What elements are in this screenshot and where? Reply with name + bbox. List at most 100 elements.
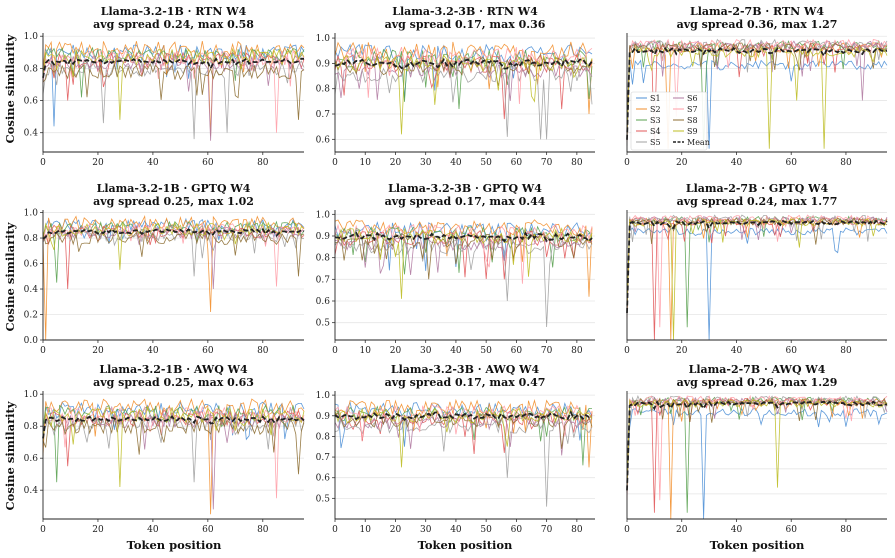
x-tick-label: 60 xyxy=(202,525,214,535)
x-tick-label: 20 xyxy=(676,525,688,535)
x-tick-label: 20 xyxy=(390,158,402,168)
series-line-mean xyxy=(42,57,305,78)
x-tick-label: 60 xyxy=(511,346,523,356)
y-tick-label: 0.0 xyxy=(24,336,39,346)
x-tick-label: 40 xyxy=(147,525,159,535)
x-tick-label: 50 xyxy=(480,158,492,168)
y-tick-label: 1.0 xyxy=(316,391,331,401)
legend-box xyxy=(630,91,708,151)
series-line-s1 xyxy=(626,227,888,341)
x-tick-label: 20 xyxy=(92,525,104,535)
y-tick-label: 0.5 xyxy=(316,494,331,504)
series-line-s1 xyxy=(626,408,888,520)
series-line-s2 xyxy=(334,219,593,297)
y-axis-label-row-1: Cosine similarity xyxy=(3,34,17,143)
x-tick-label: 80 xyxy=(840,525,852,535)
series-line-s9 xyxy=(42,47,305,120)
x-tick-label: 60 xyxy=(202,346,214,356)
x-tick-label: 60 xyxy=(511,158,523,168)
y-tick-label: 0.2 xyxy=(24,311,38,321)
series-line-mean xyxy=(626,46,888,140)
y-tick-label: 1.0 xyxy=(24,209,39,219)
series-line-s1 xyxy=(42,401,305,443)
x-tick-label: 70 xyxy=(541,346,553,356)
x-tick-label: 20 xyxy=(92,158,104,168)
series-line-s5 xyxy=(334,64,593,140)
x-tick-label: 60 xyxy=(785,525,797,535)
panel-title: Llama-3.2-1B · AWQ W4 xyxy=(99,363,248,376)
x-tick-label: 80 xyxy=(571,346,583,356)
x-tick-label: 40 xyxy=(731,525,743,535)
x-tick-label: 60 xyxy=(785,158,797,168)
series-line-s9 xyxy=(42,221,305,270)
x-tick-label: 80 xyxy=(571,158,583,168)
panel-title: Llama-2-7B · RTN W4 xyxy=(690,5,824,18)
series-line-s2 xyxy=(334,41,593,115)
x-tick-label: 0 xyxy=(332,525,338,535)
series-line-s3 xyxy=(42,220,305,283)
x-tick-label: 40 xyxy=(147,346,159,356)
legend-label: Mean xyxy=(687,138,710,147)
x-tick-label: 80 xyxy=(257,346,269,356)
series-line-s8 xyxy=(334,412,593,449)
series-line-s9 xyxy=(626,217,888,341)
series-line-s9 xyxy=(334,407,593,468)
y-tick-label: 1.0 xyxy=(24,32,39,42)
y-tick-label: 0.7 xyxy=(316,110,331,120)
x-tick-label: 40 xyxy=(450,346,462,356)
x-axis-label-col-3: Token position xyxy=(710,538,805,552)
x-tick-label: 50 xyxy=(480,525,492,535)
x-tick-label: 0 xyxy=(40,158,46,168)
series-line-s3 xyxy=(626,396,888,513)
y-tick-label: 0.8 xyxy=(316,254,331,264)
x-tick-label: 70 xyxy=(541,525,553,535)
x-tick-label: 0 xyxy=(332,346,338,356)
y-tick-label: 0.4 xyxy=(24,285,39,295)
series-line-mean xyxy=(42,415,305,439)
legend-label: S7 xyxy=(687,105,698,114)
panel-title: Llama-2-7B · AWQ W4 xyxy=(689,363,826,376)
panel-subtitle: avg spread 0.25, max 0.63 xyxy=(93,376,254,389)
x-tick-label: 10 xyxy=(360,525,372,535)
series-line-s9 xyxy=(334,54,593,135)
series-line-s7 xyxy=(334,46,593,105)
series-line-s5 xyxy=(334,417,593,507)
y-tick-label: 0.5 xyxy=(316,319,331,329)
series-line-s8 xyxy=(42,62,305,120)
y-tick-label: 0.9 xyxy=(316,59,331,69)
series-line-s4 xyxy=(334,409,593,455)
series-line-s6 xyxy=(626,215,888,317)
panel-subtitle: avg spread 0.17, max 0.44 xyxy=(385,195,546,208)
panel-subtitle: avg spread 0.36, max 1.27 xyxy=(677,18,838,31)
series-line-s2 xyxy=(626,216,888,341)
series-line-mean xyxy=(626,219,888,314)
x-tick-label: 20 xyxy=(676,346,688,356)
x-tick-label: 80 xyxy=(840,346,852,356)
y-tick-label: 0.8 xyxy=(24,64,39,74)
series-line-s8 xyxy=(42,417,305,475)
panel-subtitle: avg spread 0.26, max 1.29 xyxy=(677,376,838,389)
x-tick-label: 40 xyxy=(147,158,159,168)
legend-label: S6 xyxy=(687,94,698,103)
panel-title: Llama-3.2-3B · AWQ W4 xyxy=(391,363,540,376)
series-line-s8 xyxy=(626,217,888,316)
x-tick-label: 0 xyxy=(332,158,338,168)
legend-label: S3 xyxy=(650,116,661,125)
x-tick-label: 60 xyxy=(785,346,797,356)
series-line-s5 xyxy=(42,228,305,277)
x-tick-label: 20 xyxy=(390,525,402,535)
x-tick-label: 20 xyxy=(92,346,104,356)
x-axis-label-col-2: Token position xyxy=(418,538,513,552)
y-tick-label: 0.7 xyxy=(316,275,331,285)
y-tick-label: 0.8 xyxy=(24,234,39,244)
series-line-s9 xyxy=(626,398,888,491)
legend-label: S2 xyxy=(650,105,661,114)
y-tick-label: 1.0 xyxy=(316,34,331,44)
x-tick-label: 10 xyxy=(360,346,372,356)
y-tick-label: 0.8 xyxy=(316,432,331,442)
